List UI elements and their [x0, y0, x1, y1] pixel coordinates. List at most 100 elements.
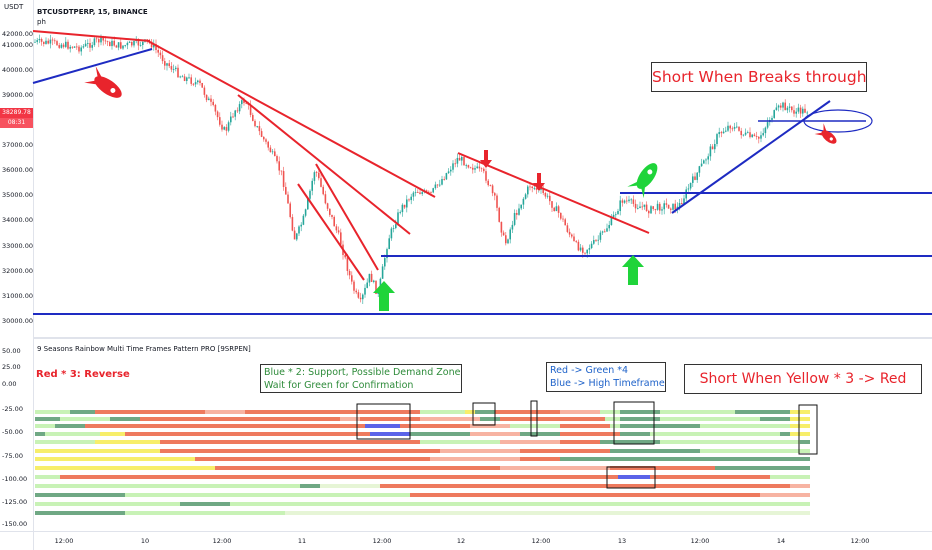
candle-body — [597, 239, 599, 241]
candle-body — [267, 141, 269, 148]
candle-body — [443, 179, 445, 180]
candle-body — [291, 217, 294, 231]
candle-body — [542, 189, 544, 194]
candle-body — [417, 192, 419, 194]
indicator-tick: 0.00 — [2, 380, 17, 388]
candle-body — [689, 182, 692, 189]
note-short-breaks[interactable]: Short When Breaks through — [651, 62, 867, 92]
candle-body — [566, 225, 569, 232]
candle-body — [802, 108, 804, 114]
candle-body — [214, 104, 217, 112]
candle-body — [731, 128, 734, 130]
candle-body — [73, 46, 76, 48]
candle-body — [111, 40, 113, 47]
candle-body — [654, 209, 657, 210]
note-red-green[interactable]: Red -> Green *4 Blue -> High Timeframe — [546, 362, 666, 392]
rocket-window — [829, 137, 833, 141]
candle-body — [678, 203, 681, 207]
price-tick: 40000.00 — [2, 66, 34, 74]
candle-body — [601, 231, 604, 233]
rainbow-bar-segment — [560, 432, 620, 436]
candle-body — [659, 203, 661, 211]
up-arrow-icon — [373, 281, 395, 311]
down-arrow-icon — [533, 173, 545, 191]
candle-body — [663, 203, 665, 210]
candle-body — [333, 216, 335, 227]
candle-body — [500, 221, 503, 233]
candle-body — [540, 189, 542, 190]
rainbow-bar-segment — [560, 424, 610, 428]
candle-body — [736, 126, 738, 128]
study-label[interactable]: ph — [37, 18, 46, 26]
rainbow-bar-segment — [790, 424, 810, 428]
candle-body — [38, 38, 41, 41]
trendline-red — [32, 30, 151, 42]
note-reverse[interactable]: Red * 3: Reverse — [36, 369, 130, 380]
candle-body — [595, 240, 597, 241]
rainbow-bar-segment — [605, 417, 620, 421]
candle-body — [131, 41, 133, 46]
rainbow-bar-segment — [430, 466, 500, 470]
note-support[interactable]: Blue * 2: Support, Possible Demand Zone … — [260, 364, 462, 393]
candle-body — [78, 46, 80, 52]
rainbow-bar-segment — [700, 457, 810, 461]
rainbow-bar-segment — [100, 432, 125, 436]
indicator-title[interactable]: 9 Seasons Rainbow Multi Time Frames Patt… — [37, 345, 251, 353]
rainbow-bar-segment — [650, 475, 770, 479]
pane-separator[interactable] — [33, 337, 932, 339]
candle-body — [487, 180, 489, 186]
candle-body — [201, 83, 203, 88]
price-tick: 42000.00 — [2, 30, 34, 38]
candle-body — [738, 126, 740, 131]
candle-body — [425, 190, 428, 192]
rainbow-bar-segment — [35, 417, 60, 421]
candle-body — [786, 107, 789, 111]
candle-body — [634, 203, 637, 209]
candle-body — [326, 203, 329, 209]
rocket-window — [110, 87, 116, 93]
candle-body — [599, 232, 602, 240]
rainbow-bar-segment — [440, 449, 520, 453]
candle-body — [410, 196, 412, 201]
candle-body — [527, 186, 529, 195]
rainbow-bar-segment — [140, 417, 340, 421]
rainbow-bar-segment — [660, 410, 735, 414]
candle-body — [777, 105, 780, 108]
candle-body — [623, 200, 626, 203]
note-red-green-line1: Red -> Green *4 — [550, 365, 629, 376]
rainbow-bar-segment — [410, 432, 470, 436]
candle-body — [368, 273, 371, 283]
candle-body — [516, 212, 518, 215]
candle-body — [89, 43, 91, 48]
candle-body — [397, 212, 399, 225]
price-axis[interactable]: USDT — [0, 0, 34, 550]
candle-body — [441, 179, 443, 185]
candle-body — [357, 292, 360, 298]
candle-body — [254, 120, 256, 127]
candle-body — [773, 110, 775, 118]
candle-body — [742, 134, 745, 136]
indicator-tick: 50.00 — [2, 347, 21, 355]
rainbow-bar-segment — [70, 410, 95, 414]
candle-body — [258, 126, 261, 132]
symbol-title[interactable]: BTCUSDTPERP, 15, BINANCE — [37, 8, 148, 16]
rainbow-bar-segment — [195, 457, 400, 461]
candle-body — [282, 171, 285, 187]
candle-body — [698, 166, 701, 173]
candle-body — [557, 206, 560, 213]
candle-body — [568, 231, 571, 235]
candle-body — [480, 168, 483, 170]
indicator-tick: -75.00 — [2, 452, 23, 460]
rainbow-bar-segment — [465, 410, 475, 414]
rainbow-bar-segment — [715, 466, 810, 470]
note-short-yellow[interactable]: Short When Yellow * 3 -> Red — [684, 364, 922, 394]
candle-body — [47, 40, 49, 44]
candle-body — [293, 230, 296, 240]
candle-body — [401, 204, 404, 213]
candle-body — [529, 186, 531, 188]
candle-body — [621, 200, 624, 203]
candle-body — [780, 105, 782, 108]
candle-body — [276, 156, 278, 162]
rainbow-bar-segment — [300, 432, 370, 436]
